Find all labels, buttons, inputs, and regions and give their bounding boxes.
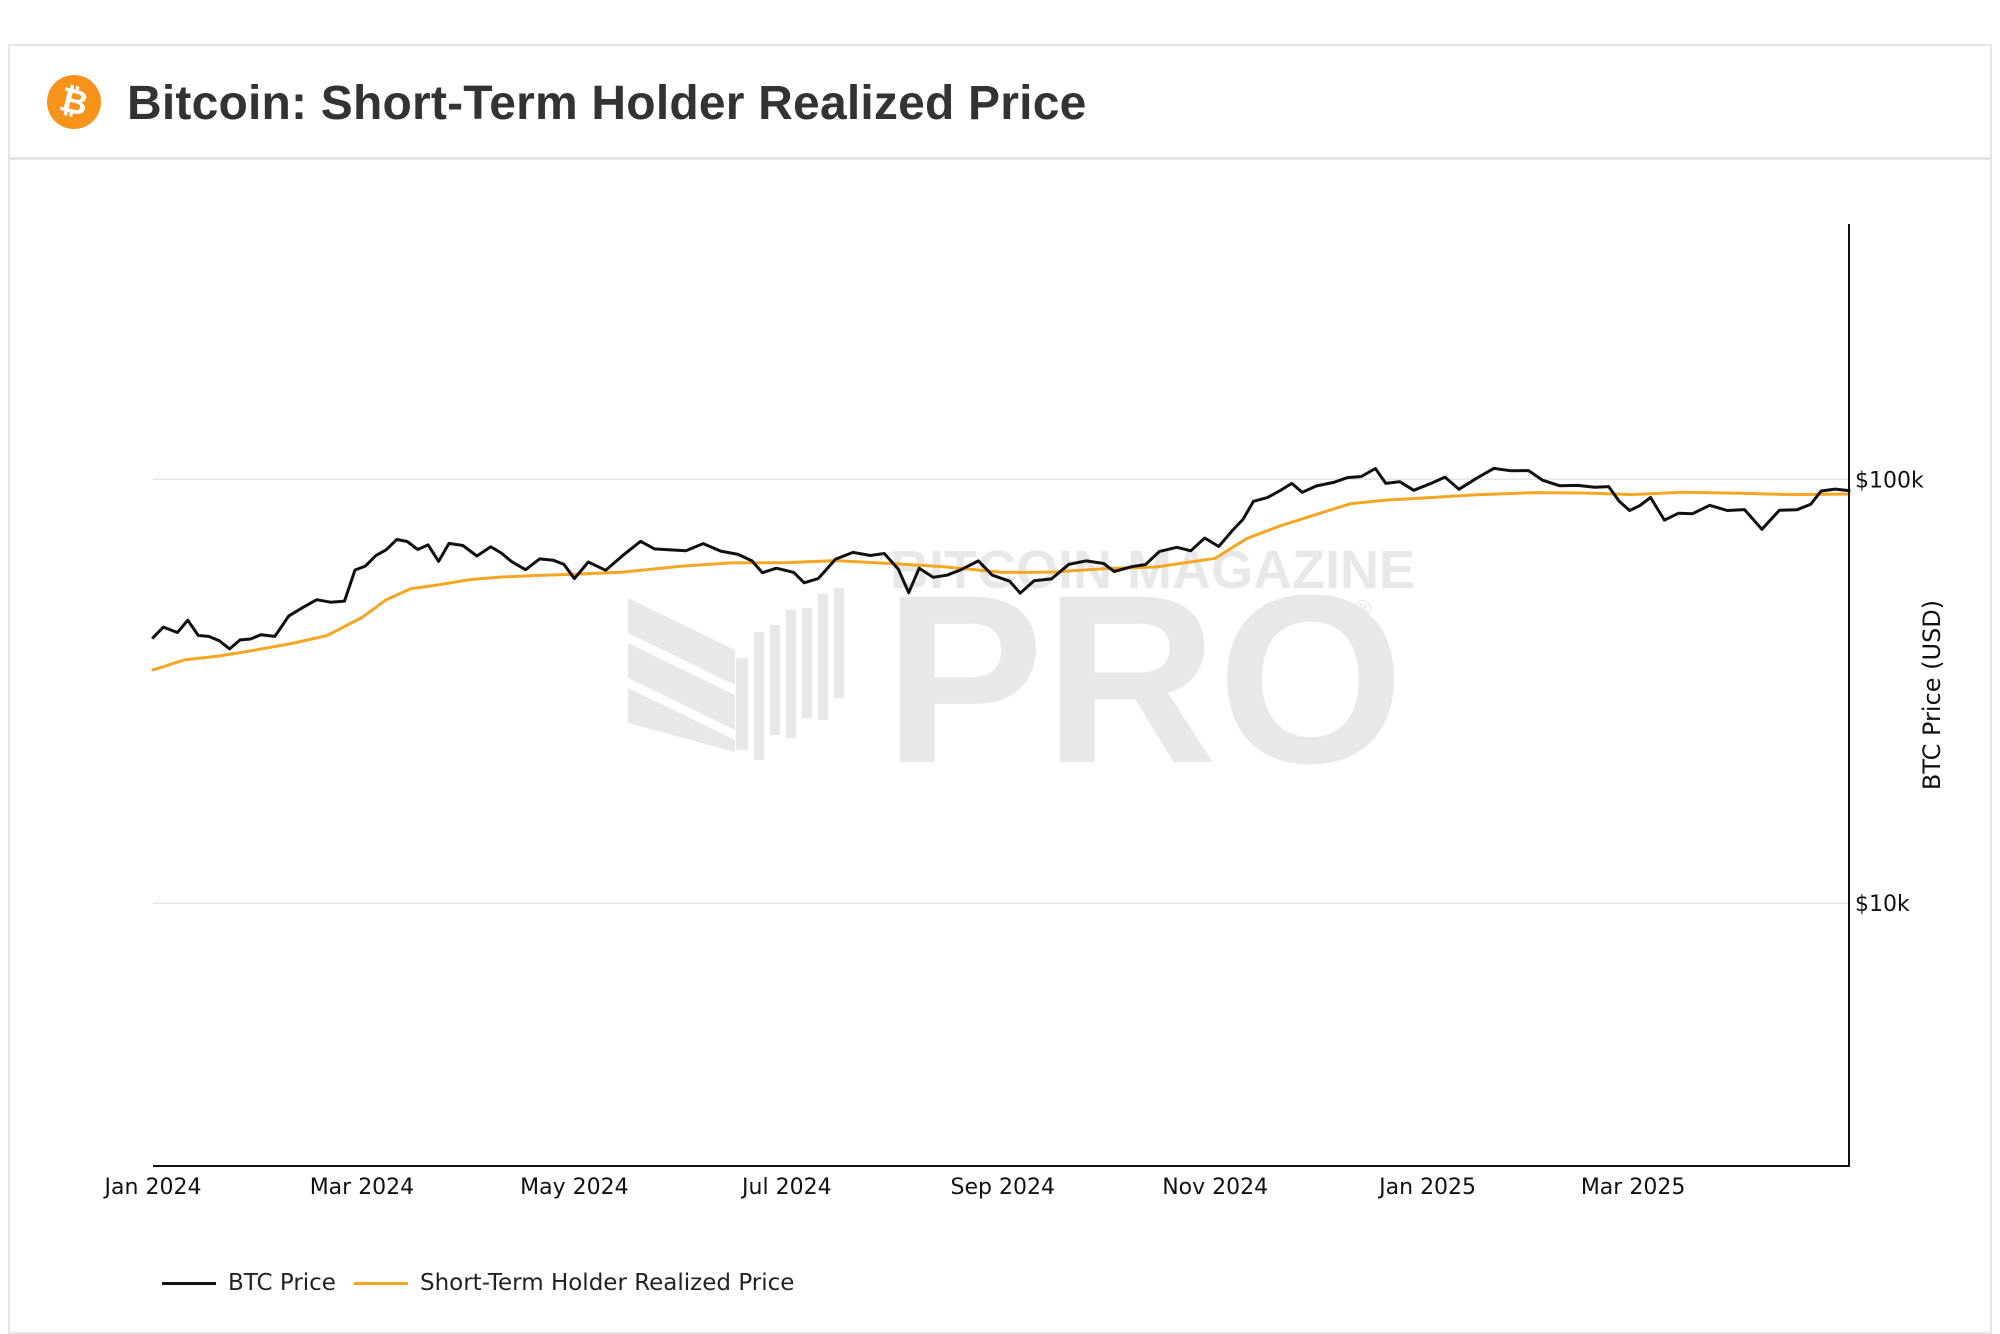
gridlines — [153, 478, 1849, 904]
chart-card: ₿ Bitcoin: Short-Term Holder Realized Pr… — [8, 44, 1992, 1334]
chart-header: ₿ Bitcoin: Short-Term Holder Realized Pr… — [10, 46, 1990, 160]
legend-item-btc-price[interactable]: BTC Price — [162, 1270, 336, 1296]
watermark: BITCOIN MAGAZINE PRO ® — [628, 540, 1415, 813]
legend-label-btc-price: BTC Price — [228, 1270, 336, 1296]
x-tick-label: Sep 2024 — [951, 1175, 1055, 1200]
watermark-registered-mark: ® — [1352, 597, 1374, 622]
legend-label-sth-realized-price: Short-Term Holder Realized Price — [419, 1270, 795, 1296]
x-tick-label: Jan 2024 — [103, 1175, 202, 1200]
legend: BTC Price Short-Term Holder Realized Pri… — [162, 1270, 812, 1296]
watermark-logo-mark — [628, 588, 844, 760]
x-tick-label: May 2024 — [520, 1175, 628, 1200]
legend-item-sth-realized-price[interactable]: Short-Term Holder Realized Price — [353, 1270, 795, 1296]
series-line-btc-price — [151, 466, 1851, 651]
legend-swatch-sth-realized-price — [353, 1281, 408, 1285]
y-axis-ticks: $10k $100k — [1855, 468, 1924, 917]
x-tick-label: Nov 2024 — [1162, 1175, 1268, 1200]
series-line-sth-realized-price — [151, 490, 1851, 672]
x-tick-label: Mar 2024 — [310, 1175, 415, 1200]
x-tick-label: Jul 2024 — [740, 1175, 832, 1200]
y-tick-label: $100k — [1855, 468, 1924, 493]
bitcoin-logo-icon: ₿ — [47, 75, 101, 129]
y-tick-label: $10k — [1855, 892, 1910, 917]
chart-title: Bitcoin: Short-Term Holder Realized Pric… — [127, 77, 1087, 130]
x-tick-label: Mar 2025 — [1581, 1175, 1686, 1200]
x-tick-label: Jan 2025 — [1377, 1175, 1476, 1200]
y-axis-label: BTC Price (USD) — [1918, 600, 1946, 790]
legend-swatch-btc-price — [162, 1281, 216, 1285]
x-axis-ticks: Jan 2024 Mar 2024 May 2024 Jul 2024 Sep 2024… — [103, 1175, 1686, 1200]
watermark-line2: PRO — [884, 545, 1404, 813]
